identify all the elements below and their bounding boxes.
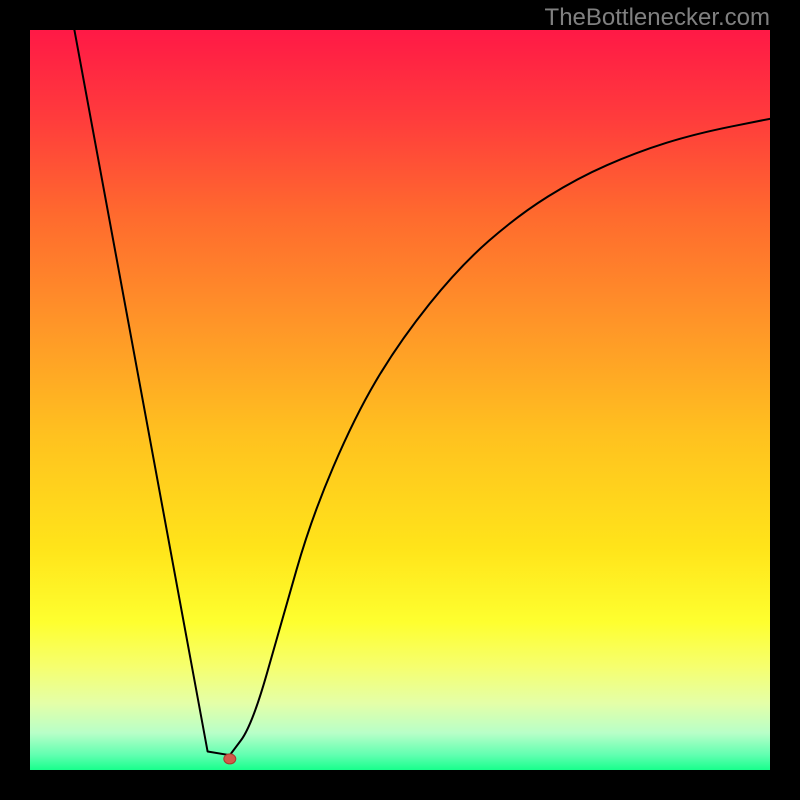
chart-frame: TheBottlenecker.com <box>0 0 800 800</box>
plot-area <box>30 30 770 770</box>
watermark-label: TheBottlenecker.com <box>545 4 770 32</box>
bottleneck-curve <box>74 30 770 755</box>
curve-layer <box>30 30 770 770</box>
optimum-marker <box>224 754 236 764</box>
